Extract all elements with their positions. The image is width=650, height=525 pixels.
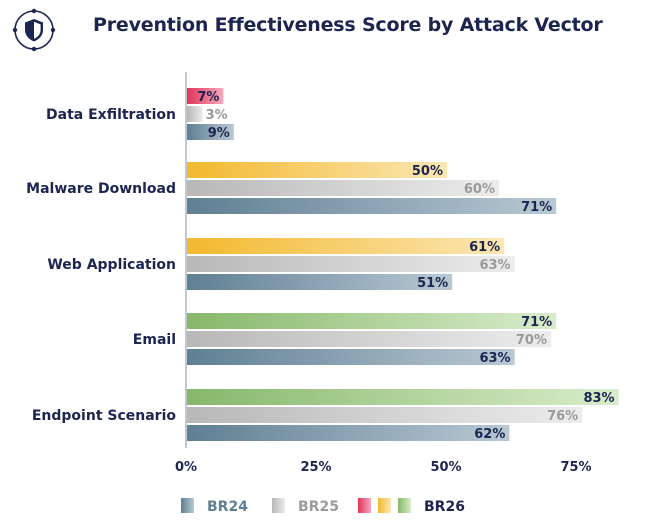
bar-br25-1 — [187, 106, 203, 122]
value-label-br25-4: 70% — [516, 333, 547, 348]
value-label-br26-4: 71% — [521, 315, 552, 330]
bar-br26-5 — [187, 389, 619, 405]
bar-br25-2 — [187, 180, 499, 196]
shield-icon — [12, 8, 56, 52]
value-label-br26-1: 7% — [197, 90, 219, 105]
legend-label-br25: BR25 — [298, 499, 339, 515]
value-label-br26-2: 50% — [412, 164, 443, 179]
bar-br25-5 — [187, 407, 583, 423]
value-label-br26-5: 83% — [583, 391, 614, 406]
page-title: Prevention Effectiveness Score by Attack… — [93, 14, 603, 36]
value-label-br25-1: 3% — [206, 108, 228, 123]
category-label: Email — [133, 332, 176, 348]
category-label: Data Exfiltration — [46, 107, 176, 123]
x-tick-label: 50% — [430, 460, 461, 475]
category-label: Web Application — [47, 257, 176, 273]
bar-br24-2 — [187, 198, 557, 214]
value-label-br25-3: 63% — [479, 258, 510, 273]
bar-br24-5 — [187, 425, 510, 441]
legend-swatch-br26 — [358, 498, 371, 513]
legend-label-br24: BR24 — [207, 499, 248, 515]
bar-br24-3 — [187, 274, 453, 290]
x-tick-label: 25% — [300, 460, 331, 475]
x-tick-label: 0% — [175, 460, 197, 475]
bar-br25-3 — [187, 256, 515, 272]
legend-swatch-br24 — [181, 498, 194, 513]
value-label-br24-1: 9% — [208, 126, 230, 141]
legend-swatch-br26 — [398, 498, 411, 513]
category-label: Endpoint Scenario — [32, 408, 177, 424]
category-label: Malware Download — [26, 181, 176, 197]
legend-swatch-br26 — [378, 498, 391, 513]
bar-br26-2 — [187, 162, 447, 178]
bar-br25-4 — [187, 331, 551, 347]
bar-br24-1 — [187, 124, 234, 140]
value-label-br24-5: 62% — [474, 427, 505, 442]
value-label-br24-2: 71% — [521, 200, 552, 215]
bar-br26-4 — [187, 313, 557, 329]
bar-br26-1 — [187, 88, 224, 104]
value-label-br26-3: 61% — [469, 240, 500, 255]
chart-header — [12, 8, 56, 52]
bar-br24-4 — [187, 349, 515, 365]
bar-br26-3 — [187, 238, 505, 254]
x-tick-label: 75% — [560, 460, 591, 475]
value-label-br24-3: 51% — [417, 276, 448, 291]
legend-label-br26: BR26 — [424, 499, 465, 515]
value-label-br25-2: 60% — [464, 182, 495, 197]
legend-swatch-br25 — [272, 498, 285, 513]
value-label-br25-5: 76% — [547, 409, 578, 424]
value-label-br24-4: 63% — [479, 351, 510, 366]
